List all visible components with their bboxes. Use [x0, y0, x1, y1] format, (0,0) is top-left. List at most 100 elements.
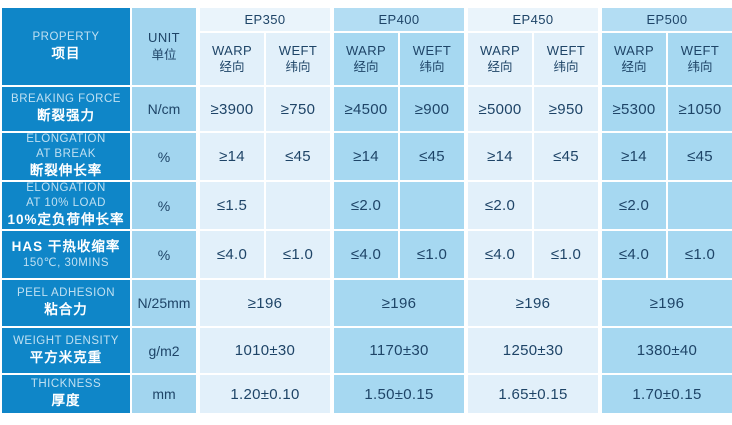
value-cell-warp: ≥14 — [334, 133, 398, 180]
value-cell-merged: 1380±40 — [602, 328, 732, 373]
property-cell: WEIGHT DENSITY 平方米克重 — [2, 328, 130, 373]
table-row: THICKNESS 厚度 mm 1.20±0.10 1.50±0.15 1.65±0.15… — [2, 375, 732, 413]
property-label-line: WEIGHT DENSITY — [13, 334, 119, 347]
weft-header-zh: 纬向 — [285, 60, 311, 75]
warp-header-cell: WARP 经向 — [468, 33, 532, 85]
warp-header-zh: 经向 — [353, 60, 379, 75]
value-cell-warp: ≤2.0 — [468, 182, 532, 229]
value-cell-warp: ≤1.5 — [200, 182, 264, 229]
value-cell-merged: ≥196 — [200, 280, 330, 326]
value-cell-warp: ≥4500 — [334, 87, 398, 131]
value-cell-merged: ≥196 — [334, 280, 464, 326]
property-label-line: 厚度 — [51, 393, 81, 409]
value-cell-weft — [266, 182, 330, 229]
value-cell-merged: 1170±30 — [334, 328, 464, 373]
table-body: BREAKING FORCE 断裂强力 N/cm ≥3900 ≥750 ≥4500 ≥900… — [2, 87, 732, 413]
property-label-line: BREAKING FORCE — [11, 93, 121, 106]
unit-header-en: UNIT — [148, 30, 180, 46]
warp-header-cell: WARP 经向 — [602, 33, 666, 85]
unit-cell: mm — [132, 375, 196, 413]
property-label-line: 粘合力 — [44, 302, 88, 318]
table-row: HAS 干热收缩率 150℃, 30MINS% ≤4.0 ≤1.0 ≤4.0 ≤1.0 ≤4… — [2, 231, 732, 278]
warp-header-en: WARP — [345, 42, 387, 58]
value-cell-warp: ≤4.0 — [200, 231, 264, 278]
value-cell-merged: 1.70±0.15 — [602, 375, 732, 413]
property-label-line: AT 10% LOAD — [26, 197, 106, 210]
value-cell-weft: ≤45 — [266, 133, 330, 180]
value-cell-weft — [668, 182, 732, 229]
weft-header-cell: WEFT 纬向 — [534, 33, 598, 85]
value-cell-warp: ≥5000 — [468, 87, 532, 131]
property-label-line: 平方米克重 — [29, 349, 103, 365]
value-cell-weft: ≤1.0 — [668, 231, 732, 278]
unit-cell: N/cm — [132, 87, 196, 131]
value-cell-weft: ≤45 — [534, 133, 598, 180]
value-cell-merged: 1.65±0.15 — [468, 375, 598, 413]
warp-header-en: WARP — [479, 42, 521, 58]
property-label-line: HAS 干热收缩率 — [11, 238, 121, 254]
group-name: EP450 — [468, 8, 598, 31]
table-row: WEIGHT DENSITY 平方米克重 g/m2 1010±30 1170±30 125… — [2, 328, 732, 373]
weft-header-cell: WEFT 纬向 — [668, 33, 732, 85]
value-cell-warp: ≤4.0 — [602, 231, 666, 278]
unit-cell: % — [132, 182, 196, 229]
warp-header-zh: 经向 — [621, 60, 647, 75]
value-cell-warp: ≥14 — [602, 133, 666, 180]
value-cell-weft: ≤1.0 — [266, 231, 330, 278]
property-cell: HAS 干热收缩率 150℃, 30MINS — [2, 231, 130, 278]
value-cell-warp: ≥14 — [200, 133, 264, 180]
property-label-line: ELONGATION — [26, 182, 106, 195]
column-group-header: EP450 WARP 经向 WEFT 纬向 — [468, 8, 598, 85]
value-cell-warp: ≥5300 — [602, 87, 666, 131]
property-label-line: AT BREAK — [36, 148, 96, 161]
unit-header-cell: UNIT 单位 — [132, 8, 196, 85]
value-cell-merged: ≥196 — [468, 280, 598, 326]
value-cell-weft: ≤45 — [400, 133, 464, 180]
group-name: EP350 — [200, 8, 330, 31]
group-name: EP500 — [602, 8, 732, 31]
value-cell-weft: ≥750 — [266, 87, 330, 131]
warp-header-zh: 经向 — [219, 60, 245, 75]
property-label-line: 断裂强力 — [37, 108, 95, 124]
group-name: EP400 — [334, 8, 464, 31]
table-row: ELONGATION AT BREAK 断裂伸长率% ≥14 ≤45 ≥14 ≤45 ≥14 ≤… — [2, 133, 732, 180]
column-group-header: EP350 WARP 经向 WEFT 纬向 — [200, 8, 330, 85]
value-cell-warp: ≤4.0 — [468, 231, 532, 278]
weft-header-zh: 纬向 — [419, 60, 445, 75]
value-cell-warp: ≥3900 — [200, 87, 264, 131]
unit-cell: g/m2 — [132, 328, 196, 373]
property-cell: ELONGATION AT 10% LOAD 10%定负荷伸长率 — [2, 182, 130, 229]
warp-header-en: WARP — [613, 42, 655, 58]
table-row: ELONGATION AT 10% LOAD 10%定负荷伸长率% ≤1.5 ≤2.0 ≤… — [2, 182, 732, 229]
weft-header-en: WEFT — [412, 42, 452, 58]
weft-header-en: WEFT — [680, 42, 720, 58]
value-cell-warp: ≤2.0 — [602, 182, 666, 229]
value-cell-weft: ≥900 — [400, 87, 464, 131]
property-cell: BREAKING FORCE 断裂强力 — [2, 87, 130, 131]
value-cell-weft: ≥1050 — [668, 87, 732, 131]
column-group-header: EP500 WARP 经向 WEFT 纬向 — [602, 8, 732, 85]
value-cell-merged: 1010±30 — [200, 328, 330, 373]
value-cell-weft — [400, 182, 464, 229]
weft-header-en: WEFT — [546, 42, 586, 58]
property-cell: ELONGATION AT BREAK 断裂伸长率 — [2, 133, 130, 180]
value-cell-weft — [534, 182, 598, 229]
unit-cell: % — [132, 133, 196, 180]
value-cell-merged: 1.20±0.10 — [200, 375, 330, 413]
value-cell-weft: ≤45 — [668, 133, 732, 180]
value-cell-merged: 1250±30 — [468, 328, 598, 373]
weft-header-cell: WEFT 纬向 — [266, 33, 330, 85]
value-cell-merged: ≥196 — [602, 280, 732, 326]
product-spec-table: PROPERTY 项目 UNIT 单位 EP350 WARP 经向 WEFT 纬… — [2, 8, 732, 415]
value-cell-merged: 1.50±0.15 — [334, 375, 464, 413]
value-cell-weft: ≤1.0 — [400, 231, 464, 278]
value-cell-warp: ≤2.0 — [334, 182, 398, 229]
weft-header-cell: WEFT 纬向 — [400, 33, 464, 85]
weft-header-zh: 纬向 — [553, 60, 579, 75]
property-header-zh: 项目 — [51, 45, 81, 61]
property-label-line: 10%定负荷伸长率 — [7, 212, 125, 227]
value-cell-weft: ≥950 — [534, 87, 598, 131]
property-header-en: PROPERTY — [32, 30, 100, 43]
weft-header-en: WEFT — [278, 42, 318, 58]
property-label-line: 断裂伸长率 — [29, 163, 103, 178]
